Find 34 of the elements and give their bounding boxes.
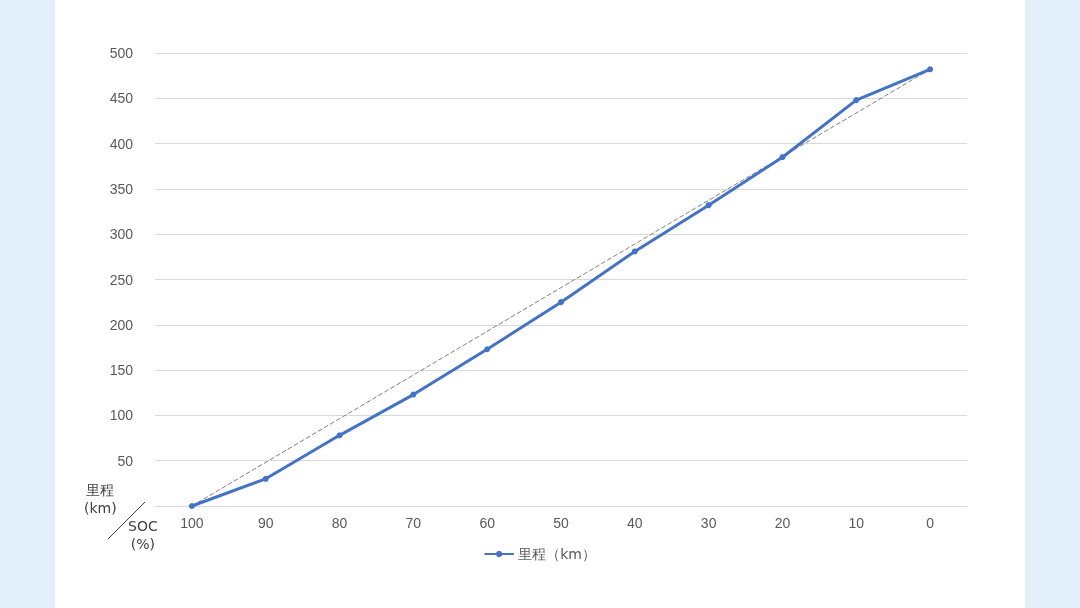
y-tick-label: 500 [109,45,134,61]
point [705,202,712,209]
y-tick-label: 50 [117,452,134,469]
x-tick-label: 20 [774,515,791,531]
point [631,248,638,255]
x-tick-label: 80 [331,515,348,531]
x-tick-label: 30 [700,515,717,531]
y-tick-label: 150 [109,362,134,379]
point [927,66,934,73]
x-tick-label: 60 [479,515,496,531]
y-tick-label: 200 [109,316,134,333]
point [262,475,269,482]
legend-label: 里程（km） [518,546,596,562]
x-axis-title: SOC (%) [128,517,158,553]
point [779,154,786,161]
x-tick-label: 90 [257,515,274,531]
x-tick-label: 10 [848,515,865,531]
point [558,299,564,306]
y-tick-label: 100 [109,407,134,424]
y-tick-label: 350 [109,180,134,197]
x-tick-label: 0 [926,515,935,531]
y-tick-label: 400 [109,135,134,152]
x-tick-label: 70 [405,515,422,531]
y-tick-label: 250 [109,271,134,288]
y-axis-title: 里程 (km) [84,481,117,517]
point [188,503,195,509]
y-tick-label: 450 [109,90,134,107]
x-tick-label: 100 [180,515,204,531]
x-tick-label: 40 [627,515,643,531]
point [484,346,491,353]
x-tick-label: 50 [553,515,569,531]
y-tick-label: 300 [109,226,134,243]
point [410,391,417,398]
point [853,97,860,104]
